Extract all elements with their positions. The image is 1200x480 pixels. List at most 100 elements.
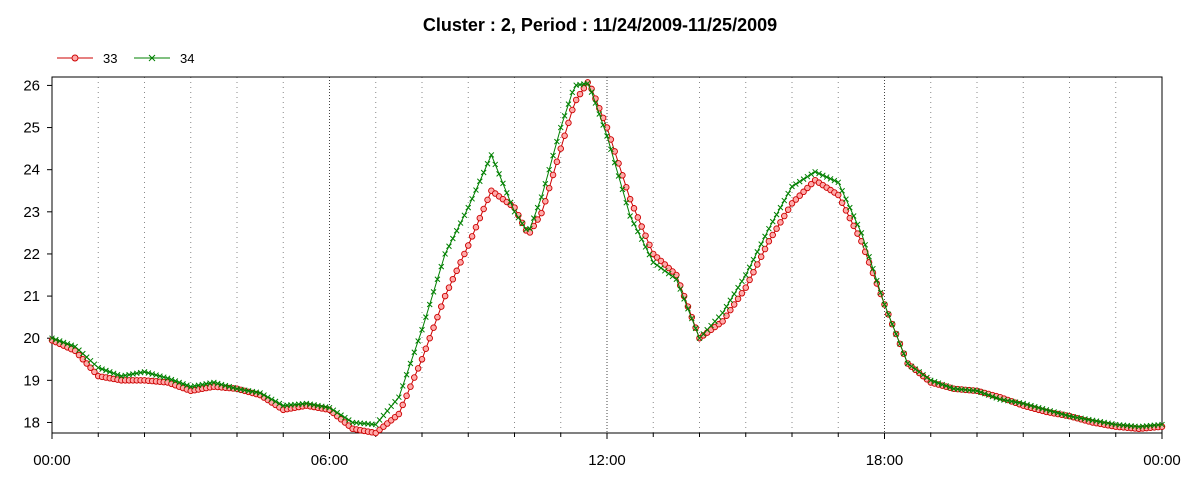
data-point-34 <box>68 342 75 349</box>
data-point-33 <box>422 345 430 352</box>
data-point-34 <box>823 174 830 180</box>
data-point-34 <box>735 284 741 291</box>
data-point-34 <box>897 340 903 347</box>
data-point-34 <box>654 262 660 269</box>
data-point-34 <box>530 215 537 221</box>
data-point-33 <box>719 318 726 325</box>
data-point-33 <box>761 245 769 253</box>
y-tick-label: 21 <box>23 288 40 305</box>
data-point-33 <box>638 223 645 230</box>
data-point-34 <box>476 178 483 185</box>
data-point-33 <box>538 209 545 217</box>
data-point-34 <box>904 360 911 367</box>
data-point-34 <box>461 212 468 219</box>
legend-label: 34 <box>180 51 194 66</box>
data-point-34 <box>511 208 518 215</box>
data-point-34 <box>392 398 398 405</box>
data-point-34 <box>985 392 992 398</box>
data-point-33 <box>542 198 549 205</box>
data-point-34 <box>766 225 772 232</box>
data-point-34 <box>396 394 402 401</box>
data-point-34 <box>419 326 425 333</box>
data-point-34 <box>492 161 499 168</box>
legend-item-34: 34 <box>134 51 194 66</box>
data-point-34 <box>850 213 857 219</box>
data-point-34 <box>816 170 822 177</box>
data-point-33 <box>476 214 484 222</box>
data-point-33 <box>449 275 457 283</box>
data-point-33 <box>634 214 642 221</box>
data-point-34 <box>469 195 475 202</box>
data-point-34 <box>773 211 780 218</box>
x-tick-label: 06:00 <box>311 452 349 469</box>
data-point-34 <box>342 414 348 421</box>
data-point-33 <box>630 205 638 212</box>
data-point-34 <box>793 181 799 187</box>
data-point-34 <box>935 380 942 386</box>
data-point-33 <box>468 233 476 240</box>
data-point-33 <box>403 392 410 400</box>
data-point-34 <box>164 375 171 382</box>
data-point-34 <box>789 183 795 190</box>
data-point-34 <box>114 371 121 378</box>
data-point-34 <box>777 204 784 211</box>
data-point-34 <box>496 171 502 177</box>
data-point-34 <box>661 267 668 274</box>
data-point-34 <box>993 395 1000 401</box>
data-point-34 <box>388 403 395 410</box>
data-point-34 <box>623 199 630 206</box>
data-point-34 <box>557 124 564 131</box>
data-point-34 <box>739 278 745 285</box>
data-point-34 <box>527 225 533 232</box>
data-point-34 <box>446 243 452 250</box>
data-point-34 <box>873 277 880 284</box>
data-point-34 <box>611 159 618 166</box>
data-point-34 <box>943 383 950 389</box>
data-point-34 <box>862 241 869 248</box>
data-point-34 <box>488 152 495 158</box>
data-point-33 <box>549 171 557 179</box>
data-point-34 <box>515 214 522 221</box>
series-layer <box>48 79 1166 437</box>
data-point-33 <box>457 259 464 266</box>
data-point-34 <box>442 251 448 257</box>
data-point-34 <box>843 196 849 203</box>
data-point-33 <box>399 401 406 409</box>
data-point-33 <box>441 292 449 300</box>
data-point-34 <box>746 264 753 271</box>
data-point-33 <box>835 191 842 199</box>
data-point-34 <box>870 265 876 272</box>
data-point-34 <box>550 152 556 159</box>
data-point-34 <box>669 273 676 280</box>
data-point-34 <box>619 186 626 193</box>
data-point-33 <box>545 184 553 192</box>
data-point-33 <box>569 106 576 114</box>
data-point-34 <box>538 194 545 200</box>
data-point-34 <box>681 296 687 302</box>
data-point-33 <box>434 313 441 321</box>
data-point-34 <box>106 369 113 375</box>
data-point-34 <box>384 408 391 414</box>
data-point-34 <box>484 160 491 167</box>
data-point-34 <box>769 218 776 225</box>
data-point-33 <box>407 383 414 390</box>
data-point-34 <box>415 338 421 344</box>
data-point-34 <box>453 227 460 234</box>
data-point-34 <box>989 393 996 400</box>
data-point-33 <box>773 225 780 232</box>
y-tick-label: 18 <box>23 414 40 431</box>
data-point-34 <box>800 176 807 183</box>
data-point-34 <box>584 80 591 87</box>
data-point-34 <box>685 305 691 312</box>
data-point-34 <box>723 303 730 310</box>
data-point-34 <box>53 336 59 343</box>
data-point-34 <box>172 378 179 384</box>
data-point-34 <box>334 409 341 416</box>
data-point-34 <box>742 272 749 278</box>
legend-item-33: 33 <box>57 51 117 66</box>
data-point-34 <box>634 228 641 235</box>
data-point-33 <box>79 356 87 363</box>
data-point-34 <box>380 412 387 419</box>
data-point-34 <box>808 171 815 178</box>
